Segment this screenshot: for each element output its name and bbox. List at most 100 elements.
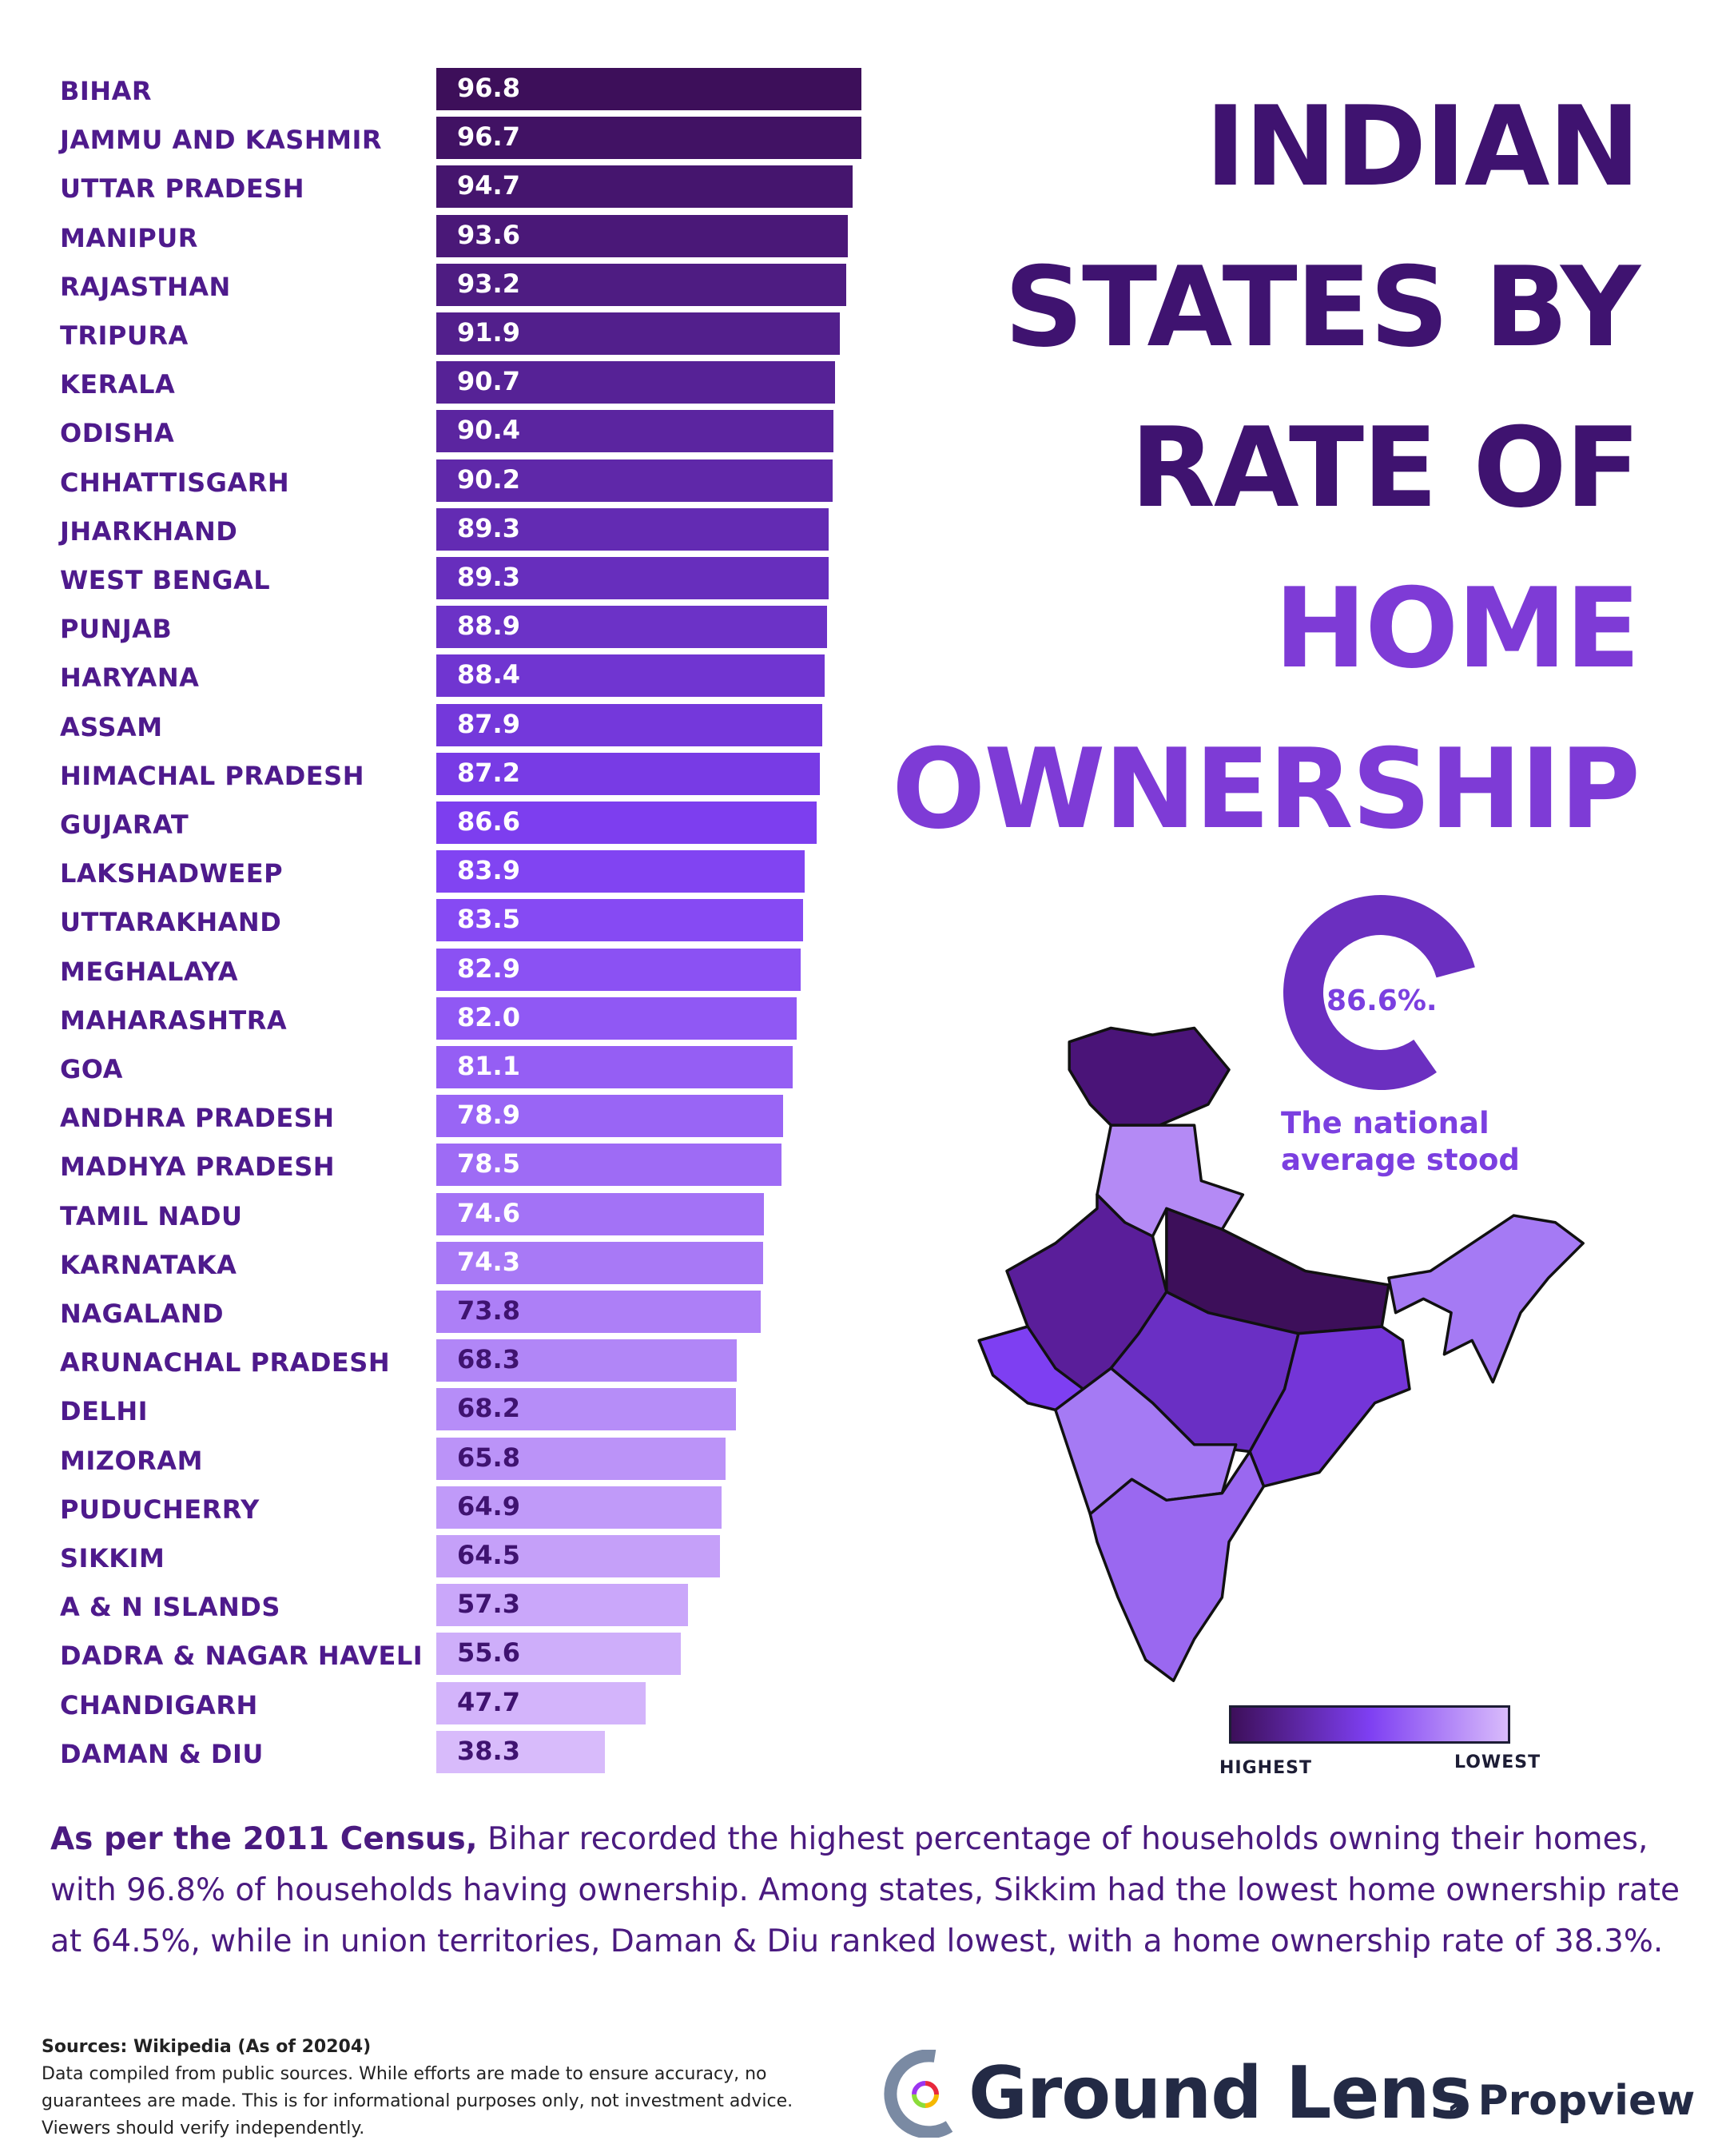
bar: 91.9 xyxy=(436,312,841,355)
bar: 83.9 xyxy=(436,850,805,893)
title-line: OWNERSHIP xyxy=(892,725,1640,853)
bar-category-label: UTTARAKHAND xyxy=(60,907,282,938)
bar-value-label: 64.9 xyxy=(457,1490,520,1522)
bar: 93.2 xyxy=(436,263,846,306)
bar-value-label: 68.3 xyxy=(457,1344,520,1375)
bar-category-label: SIKKIM xyxy=(60,1543,165,1573)
bar-category-label: WEST BENGAL xyxy=(60,565,271,595)
title-line: RATE OF xyxy=(1130,404,1640,532)
bar-value-label: 38.3 xyxy=(457,1735,520,1766)
bar: 90.2 xyxy=(436,459,833,502)
summary-paragraph: As per the 2011 Census, Bihar recorded t… xyxy=(50,1814,1712,1967)
bar: 87.2 xyxy=(436,752,820,795)
legend-highest: HIGHEST xyxy=(1219,1758,1312,1778)
bar: 78.9 xyxy=(436,1095,783,1138)
brand-name: Ground Lens xyxy=(968,2051,1472,2135)
bar: 89.3 xyxy=(436,557,829,599)
bar-value-label: 88.9 xyxy=(457,611,520,642)
legend-lowest: LOWEST xyxy=(1454,1752,1541,1772)
bar-value-label: 82.0 xyxy=(457,1001,520,1032)
bar-value-label: 74.6 xyxy=(457,1197,520,1228)
bar-category-label: PUDUCHERRY xyxy=(60,1494,260,1525)
bar-category-label: TRIPURA xyxy=(60,320,189,351)
bar: 94.7 xyxy=(436,165,853,209)
bar-value-label: 73.8 xyxy=(457,1295,520,1326)
bar-category-label: HARYANA xyxy=(60,662,200,694)
bar: 82.9 xyxy=(436,948,801,991)
bar-category-label: DELHI xyxy=(60,1396,148,1427)
bar: 86.6 xyxy=(436,802,817,844)
bar: 87.9 xyxy=(436,703,823,746)
national-average-value: 86.6%. xyxy=(1326,985,1438,1017)
bar: 68.2 xyxy=(436,1388,737,1431)
bar-value-label: 78.9 xyxy=(457,1100,520,1131)
bar: 78.5 xyxy=(436,1144,781,1187)
bar-value-label: 65.8 xyxy=(457,1442,520,1473)
bar-category-label: ODISHA xyxy=(60,418,175,449)
bar: 57.3 xyxy=(436,1584,689,1627)
sources: Sources: Wikipedia (As of 20204) Data co… xyxy=(42,2034,809,2142)
summary-bold: As per the 2011 Census, xyxy=(50,1821,478,1857)
title-line: STATES BY xyxy=(1004,243,1640,372)
bar-category-label: A & N ISLANDS xyxy=(60,1592,280,1623)
bar-value-label: 96.8 xyxy=(457,73,520,103)
bar-category-label: ANDHRA PRADESH xyxy=(60,1103,335,1134)
bar: 68.3 xyxy=(436,1339,737,1382)
bar-category-label: GUJARAT xyxy=(60,809,189,840)
bar-value-label: 68.2 xyxy=(457,1393,520,1424)
bar-category-label: TAMIL NADU xyxy=(60,1200,243,1231)
map-region-maharashtra xyxy=(1054,1366,1238,1516)
bar: 64.9 xyxy=(436,1486,722,1529)
bar-category-label: JAMMU AND KASHMIR xyxy=(60,125,383,156)
sources-title: Sources: Wikipedia (As of 20204) xyxy=(42,2037,372,2057)
bar-category-label: LAKSHADWEEP xyxy=(60,858,284,889)
bar-value-label: 96.7 xyxy=(457,121,520,153)
bar-value-label: 88.4 xyxy=(457,659,520,690)
bar: 88.9 xyxy=(436,606,827,649)
bar-category-label: MIZORAM xyxy=(60,1445,203,1476)
bar-category-label: JHARKHAND xyxy=(60,515,238,547)
national-average-caption: The national average stood xyxy=(1281,1105,1520,1179)
bar: 65.8 xyxy=(436,1437,726,1480)
bar-value-label: 86.6 xyxy=(457,806,520,837)
bar-value-label: 91.9 xyxy=(457,317,520,348)
bar-value-label: 64.5 xyxy=(457,1540,520,1570)
title-line: HOME xyxy=(1274,564,1640,693)
bar-value-label: 87.9 xyxy=(457,708,520,739)
bar: 96.7 xyxy=(436,117,861,160)
bar-category-label: HIMACHAL PRADESH xyxy=(60,760,364,791)
bar-category-label: UTTAR PRADESH xyxy=(60,173,305,205)
bar-category-label: CHANDIGARH xyxy=(60,1689,258,1720)
bar-category-label: PUNJAB xyxy=(60,614,173,645)
bar-category-label: MANIPUR xyxy=(60,222,198,253)
map-region-east xyxy=(1248,1325,1411,1488)
bar-value-label: 78.5 xyxy=(457,1148,520,1179)
bar-value-label: 89.3 xyxy=(457,562,520,592)
bar-value-label: 57.3 xyxy=(457,1589,520,1620)
bar: 90.7 xyxy=(436,361,835,404)
bar-category-label: BIHAR xyxy=(60,76,152,106)
bar-category-label: MEGHALAYA xyxy=(60,956,238,987)
summary-text: Bihar recorded the highest percentage of… xyxy=(50,1821,1680,1959)
bar-value-label: 90.4 xyxy=(457,415,520,446)
bar: 93.6 xyxy=(436,214,848,257)
bar: 96.8 xyxy=(436,68,862,110)
bar-category-label: RAJASTHAN xyxy=(60,271,231,302)
bar-value-label: 93.6 xyxy=(457,219,520,250)
bar-value-label: 47.7 xyxy=(457,1686,520,1717)
brand-sub: › Propview xyxy=(1446,2077,1696,2125)
bar-category-label: GOA xyxy=(60,1054,123,1084)
bar: 64.5 xyxy=(436,1535,720,1577)
caption-line: average stood xyxy=(1281,1143,1520,1177)
bar: 47.7 xyxy=(436,1681,646,1724)
bar-category-label: DADRA & NAGAR HAVELI xyxy=(60,1641,424,1672)
color-scale-legend xyxy=(1229,1705,1510,1744)
bar: 89.3 xyxy=(436,507,829,551)
bar-value-label: 87.2 xyxy=(457,757,520,788)
bar: 82.0 xyxy=(436,996,797,1040)
bar-value-label: 83.9 xyxy=(457,855,520,886)
bar-category-label: ASSAM xyxy=(60,711,163,742)
bar: 74.3 xyxy=(436,1241,763,1284)
